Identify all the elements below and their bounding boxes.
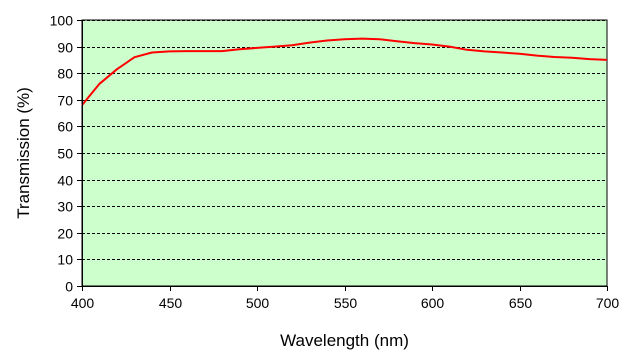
x-tick-label-550: 550	[334, 295, 358, 311]
y-tick-label-50: 50	[57, 146, 73, 162]
x-tick-label-500: 500	[246, 295, 270, 311]
y-tick-label-20: 20	[57, 226, 73, 242]
y-axis-title: Transmission (%)	[14, 87, 33, 219]
y-tick-label-100: 100	[50, 13, 74, 29]
x-tick-label-400: 400	[71, 295, 95, 311]
x-axis-ticks: 400 450 500 550 600 650 700	[71, 286, 620, 311]
y-axis-ticks: 0 10 20 30 40 50 60 70 80 90 100	[50, 13, 82, 295]
grid-lines	[82, 20, 607, 260]
y-tick-label-70: 70	[57, 93, 73, 109]
y-tick-label-90: 90	[57, 40, 73, 56]
x-axis-title: Wavelength (nm)	[280, 331, 409, 350]
y-tick-label-40: 40	[57, 173, 73, 189]
y-tick-label-80: 80	[57, 66, 73, 82]
y-tick-label-10: 10	[57, 252, 73, 268]
y-tick-label-60: 60	[57, 119, 73, 135]
x-tick-label-600: 600	[421, 295, 445, 311]
y-tick-label-30: 30	[57, 199, 73, 215]
x-tick-label-650: 650	[509, 295, 533, 311]
x-tick-label-700: 700	[596, 295, 620, 311]
series-line-transmission	[81, 37, 608, 106]
y-tick-label-0: 0	[65, 279, 73, 295]
x-tick-label-450: 450	[159, 295, 183, 311]
